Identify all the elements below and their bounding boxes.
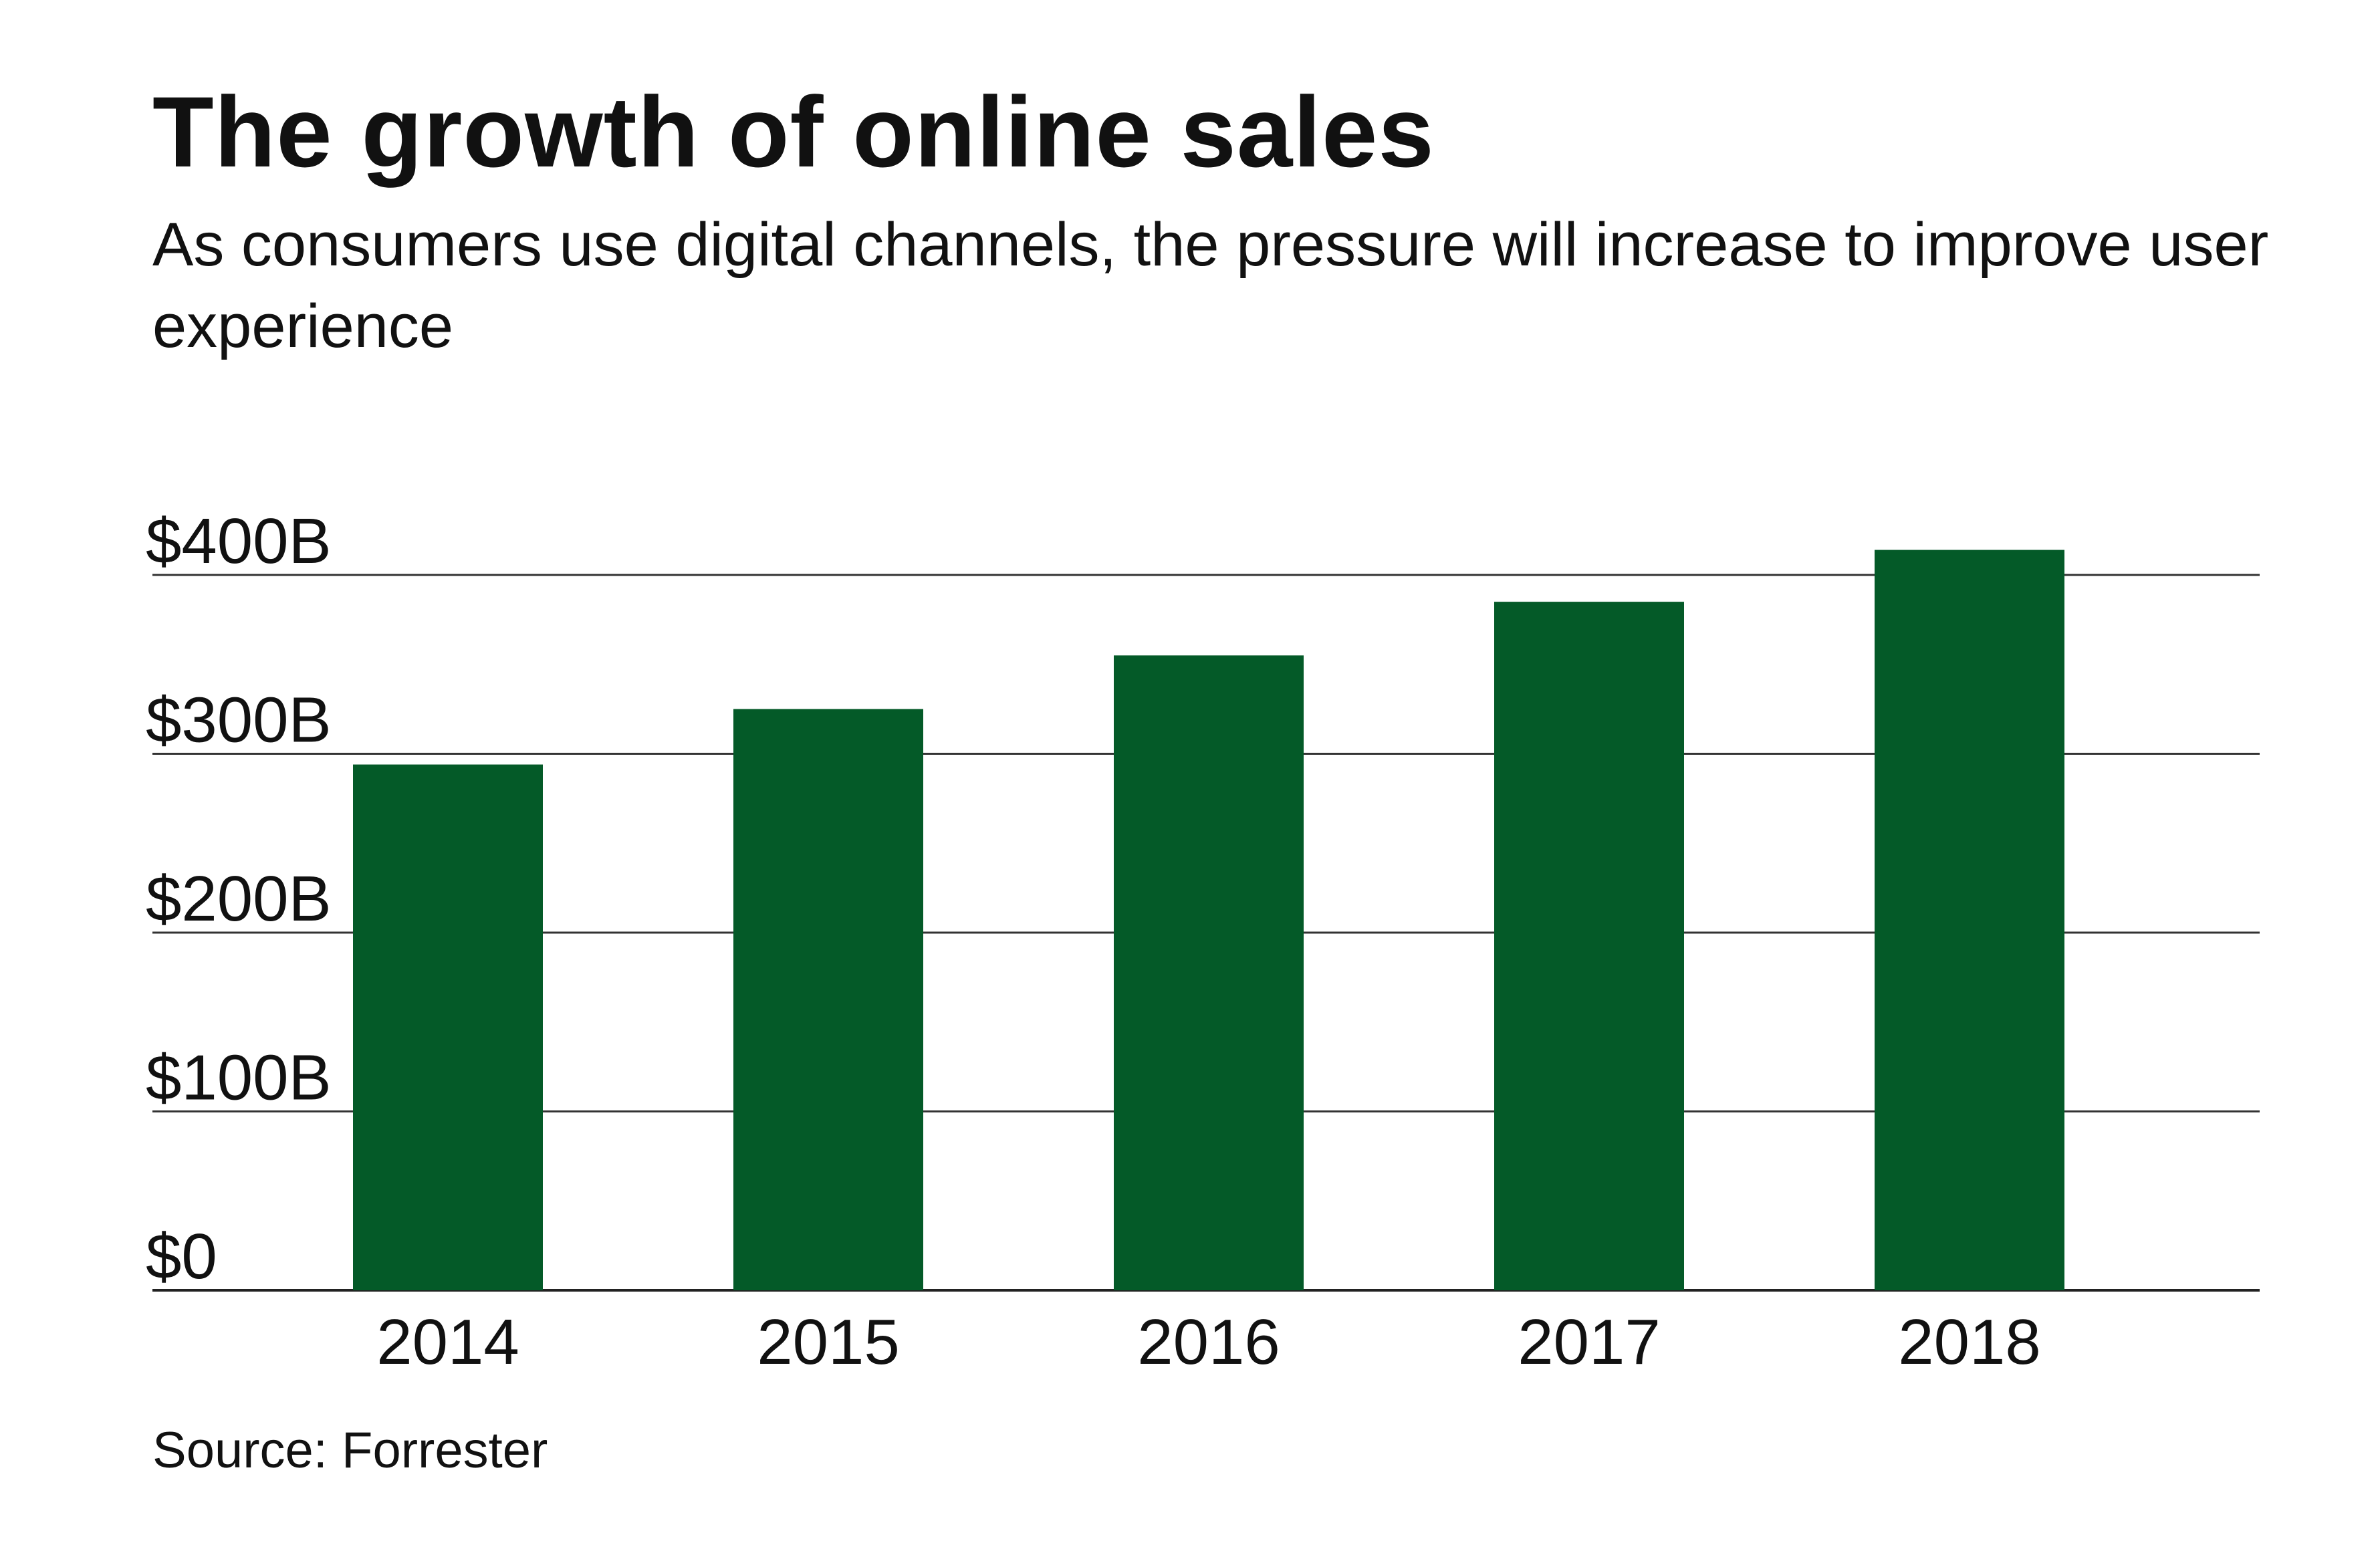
- chart-subtitle: As consumers use digital channels, the p…: [152, 211, 2269, 360]
- x-tick-label: 2014: [376, 1306, 519, 1378]
- x-tick-label: 2017: [1518, 1306, 1661, 1378]
- y-tick-label: $200B: [146, 863, 332, 935]
- y-tick-label: $100B: [146, 1042, 332, 1114]
- bars: [353, 550, 2064, 1290]
- y-tick-label: $0: [146, 1221, 217, 1292]
- y-tick-label: $300B: [146, 685, 332, 756]
- y-axis-tick-labels: $0 $100B $200B $300B $400B: [146, 505, 332, 1292]
- chart-title: The growth of online sales: [152, 76, 1435, 188]
- x-tick-label: 2016: [1137, 1306, 1280, 1378]
- bar-2014: [353, 764, 543, 1290]
- x-tick-label: 2015: [757, 1306, 900, 1378]
- bar-2017: [1494, 602, 1684, 1290]
- source-note: Source: Forrester: [152, 1422, 548, 1479]
- y-tick-label: $400B: [146, 505, 332, 577]
- bar-2016: [1114, 655, 1304, 1290]
- bar-2015: [733, 709, 923, 1290]
- x-axis-tick-labels: 2014 2015 2016 2017 2018: [376, 1306, 2041, 1378]
- x-tick-label: 2018: [1898, 1306, 2041, 1378]
- bar-2018: [1875, 550, 2064, 1290]
